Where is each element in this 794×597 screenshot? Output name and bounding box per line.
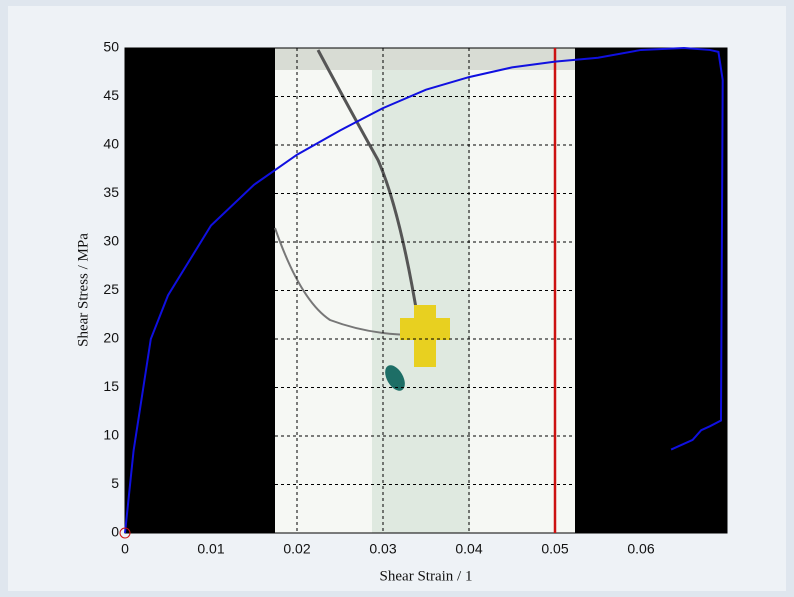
y-tick-label: 20 [103, 330, 119, 346]
y-tick-label: 40 [103, 136, 119, 152]
y-tick-label: 15 [103, 378, 119, 394]
y-axis-label: Shear Stress / MPa [75, 233, 91, 347]
y-tick-label: 45 [103, 87, 119, 103]
x-tick-label: 0.03 [369, 541, 396, 557]
photo-clamp [275, 48, 575, 70]
y-tick-label: 5 [111, 475, 119, 491]
plot-frame [124, 47, 728, 534]
x-axis-label: Shear Strain / 1 [380, 568, 473, 584]
y-tick-label: 30 [103, 233, 119, 249]
y-tick-label: 35 [103, 184, 119, 200]
x-tick-label: 0.01 [197, 541, 224, 557]
photo-wire [274, 227, 416, 336]
photo-mark [385, 365, 405, 391]
start-marker [119, 527, 131, 539]
x-tick-label: 0 [121, 541, 129, 557]
x-tick-label: 0.06 [627, 541, 654, 557]
y-tick-label: 50 [103, 39, 119, 55]
x-tick-label: 0.05 [541, 541, 568, 557]
x-tick-label: 0.02 [283, 541, 310, 557]
y-tick-label: 0 [111, 524, 119, 540]
data-line [124, 46, 724, 534]
x-tick-label: 0.04 [455, 541, 482, 557]
y-tick-label: 25 [103, 281, 119, 297]
photo-wire [316, 49, 420, 321]
photo-gauge [414, 305, 436, 367]
y-tick-label: 10 [103, 427, 119, 443]
